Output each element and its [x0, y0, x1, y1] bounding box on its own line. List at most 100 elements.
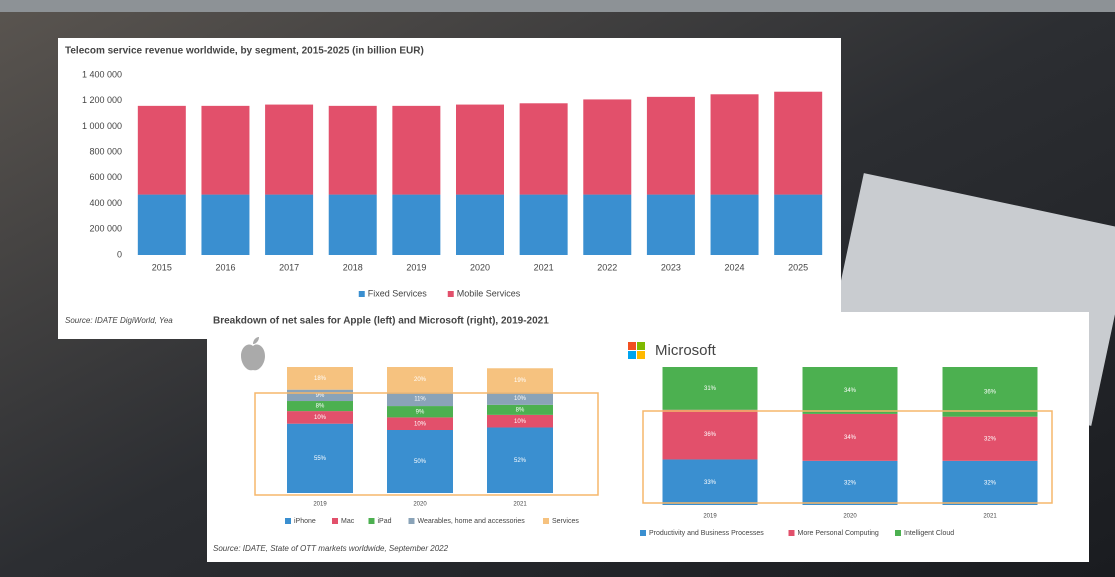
- bar-segment: [520, 195, 568, 255]
- bar-segment: [711, 195, 759, 255]
- x-tick-label: 2021: [513, 502, 527, 508]
- data-label: 32%: [984, 480, 997, 486]
- x-tick-label: 2019: [703, 514, 717, 520]
- top-strip: [0, 0, 1115, 12]
- data-label: 34%: [844, 435, 857, 441]
- data-label: 55%: [314, 456, 327, 462]
- data-label: 9%: [416, 409, 425, 415]
- bar-segment: [647, 195, 695, 255]
- data-label: 31%: [704, 386, 717, 392]
- bar-segment: [265, 105, 313, 195]
- x-tick-label: 2022: [597, 262, 617, 272]
- legend-label: Mac: [341, 518, 355, 525]
- chart-title: Microsoft: [655, 342, 717, 359]
- legend-swatch: [543, 518, 549, 524]
- bar-segment: [138, 195, 186, 255]
- data-label: 18%: [314, 376, 327, 382]
- bar-segment: [583, 195, 631, 255]
- bar-segment: [520, 103, 568, 194]
- y-tick-label: 0: [117, 249, 122, 259]
- legend-label: Productivity and Business Processes: [649, 530, 764, 537]
- bar-segment: [201, 106, 249, 195]
- data-label: 8%: [316, 404, 325, 410]
- data-label: 20%: [414, 377, 427, 383]
- bar-segment: [456, 105, 504, 195]
- x-tick-label: 2020: [413, 502, 427, 508]
- logo: [628, 351, 636, 359]
- bar-segment: [647, 97, 695, 195]
- x-tick-label: 2020: [470, 262, 490, 272]
- data-label: 50%: [414, 459, 427, 465]
- x-tick-label: 2023: [661, 262, 681, 272]
- data-label: 10%: [414, 421, 427, 427]
- data-label: 32%: [844, 480, 857, 486]
- logo: [628, 342, 636, 350]
- source: Source: IDATE DigiWorld, Yea: [65, 316, 173, 325]
- legend-swatch: [359, 291, 365, 297]
- y-tick-label: 200 000: [89, 224, 122, 234]
- bar-segment: [329, 106, 377, 195]
- x-tick-label: 2024: [725, 262, 745, 272]
- logo: [637, 351, 645, 359]
- x-tick-label: 2021: [534, 262, 554, 272]
- bar-segment: [392, 195, 440, 255]
- source: Source: IDATE, State of OTT markets worl…: [213, 544, 449, 553]
- y-tick-label: 400 000: [89, 198, 122, 208]
- y-tick-label: 600 000: [89, 172, 122, 182]
- data-label: 32%: [984, 436, 997, 442]
- legend-label: Services: [552, 518, 579, 525]
- data-label: 52%: [514, 458, 527, 464]
- legend-label: More Personal Computing: [798, 530, 879, 537]
- bar-segment: [711, 94, 759, 194]
- legend-swatch: [448, 291, 454, 297]
- legend-swatch: [332, 518, 338, 524]
- bar-segment: [201, 195, 249, 255]
- x-tick-label: 2017: [279, 262, 299, 272]
- x-tick-label: 2016: [215, 262, 235, 272]
- bar-segment: [138, 106, 186, 195]
- x-tick-label: 2015: [152, 262, 172, 272]
- data-label: 11%: [414, 397, 426, 403]
- x-tick-label: 2025: [788, 262, 808, 272]
- x-tick-label: 2019: [406, 262, 426, 272]
- legend-label: Wearables, home and accessories: [418, 518, 526, 525]
- data-label: 10%: [514, 419, 527, 425]
- legend-swatch: [409, 518, 415, 524]
- bar-segment: [392, 106, 440, 195]
- data-label: 10%: [314, 415, 327, 421]
- legend-swatch: [369, 518, 375, 524]
- bar-segment: [583, 99, 631, 194]
- x-tick-label: 2020: [843, 514, 857, 520]
- data-label: 10%: [514, 396, 527, 402]
- data-label: 8%: [516, 407, 525, 413]
- legend-swatch: [285, 518, 291, 524]
- bar-segment: [265, 195, 313, 255]
- legend-swatch: [640, 530, 646, 536]
- legend-label: Mobile Services: [457, 288, 521, 298]
- bar-segment: [456, 195, 504, 255]
- data-label: 19%: [514, 378, 527, 384]
- y-tick-label: 800 000: [89, 147, 122, 157]
- y-tick-label: 1 000 000: [82, 121, 122, 131]
- legend-label: iPad: [378, 518, 392, 525]
- data-label: 33%: [704, 480, 717, 486]
- legend-label: Fixed Services: [368, 288, 428, 298]
- bar-segment: [329, 195, 377, 255]
- legend-label: iPhone: [294, 518, 316, 525]
- x-tick-label: 2018: [343, 262, 363, 272]
- legend-swatch: [789, 530, 795, 536]
- data-label: 36%: [704, 432, 717, 438]
- data-label: 9%: [316, 393, 325, 399]
- logo: [637, 342, 645, 350]
- data-label: 36%: [984, 389, 997, 395]
- legend-label: Intelligent Cloud: [904, 530, 954, 537]
- x-tick-label: 2021: [983, 514, 997, 520]
- chart-title: Breakdown of net sales for Apple (left) …: [213, 316, 549, 327]
- data-label: 34%: [844, 388, 857, 394]
- chart-title: Telecom service revenue worldwide, by se…: [65, 46, 424, 57]
- y-tick-label: 1 200 000: [82, 95, 122, 105]
- y-tick-label: 1 400 000: [82, 69, 122, 79]
- x-tick-label: 2019: [313, 502, 327, 508]
- bar-segment: [774, 92, 822, 195]
- screenshot: Telecom service revenue worldwide, by se…: [0, 0, 1115, 577]
